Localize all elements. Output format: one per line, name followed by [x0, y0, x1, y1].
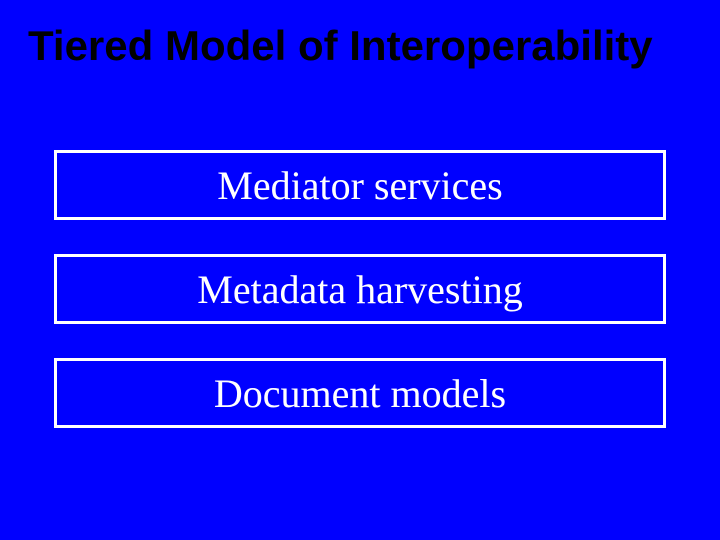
tier-box-metadata-harvesting: Metadata harvesting: [54, 254, 666, 324]
tier-box-mediator-services: Mediator services: [54, 150, 666, 220]
tier-label: Mediator services: [217, 162, 502, 209]
slide-title: Tiered Model of Interoperability: [28, 22, 653, 70]
tier-label: Document models: [214, 370, 506, 417]
tier-label: Metadata harvesting: [197, 266, 522, 313]
slide: Tiered Model of Interoperability Mediato…: [0, 0, 720, 540]
tier-box-document-models: Document models: [54, 358, 666, 428]
